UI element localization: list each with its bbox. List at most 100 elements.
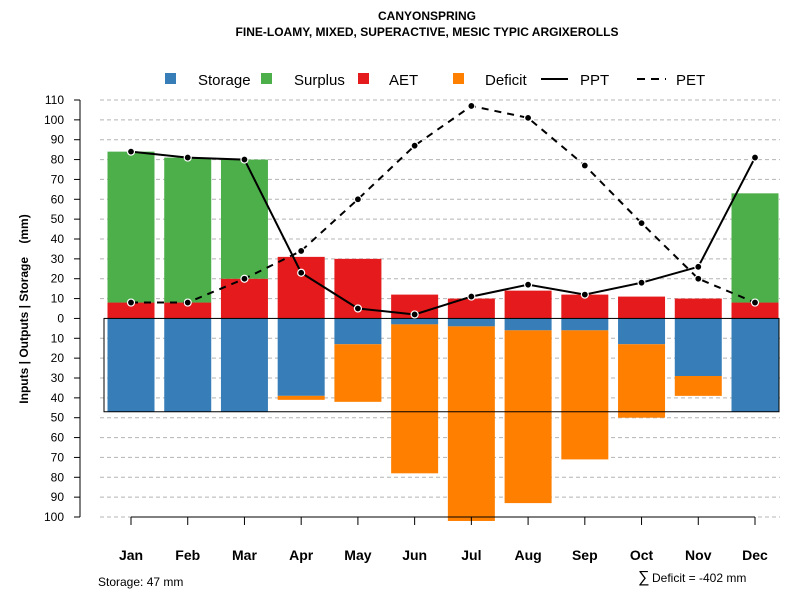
y-tick-label: 80 bbox=[51, 470, 65, 484]
x-tick-label: Jul bbox=[461, 547, 481, 563]
storage-bar bbox=[731, 318, 779, 412]
y-tick-label: 10 bbox=[51, 331, 65, 345]
y-tick-label: 90 bbox=[51, 490, 65, 504]
legend-swatch-deficit bbox=[453, 73, 464, 84]
deficit-bar bbox=[561, 330, 609, 460]
surplus-bar bbox=[731, 193, 779, 303]
x-tick-label: Jun bbox=[402, 547, 427, 563]
legend-label-storage: Storage bbox=[198, 72, 251, 89]
deficit-bar bbox=[391, 324, 439, 474]
storage-capacity-box bbox=[103, 317, 780, 413]
pet-point bbox=[694, 274, 703, 283]
legend-label-ppt: PPT bbox=[580, 72, 609, 89]
deficit-bar bbox=[618, 344, 666, 418]
deficit-note: Deficit = -402 mm bbox=[652, 571, 746, 585]
storage-bar bbox=[334, 318, 382, 345]
pet-point bbox=[126, 298, 136, 307]
pet-line bbox=[131, 104, 756, 304]
aet-bar bbox=[447, 298, 495, 319]
x-tick-label: Sep bbox=[572, 547, 598, 563]
chart-title: CANYONSPRING bbox=[378, 9, 476, 23]
pet-point bbox=[353, 195, 363, 204]
legend-label-surplus: Surplus bbox=[294, 72, 345, 89]
surplus-bar bbox=[107, 151, 155, 303]
y-tick-label: 70 bbox=[51, 450, 65, 464]
deficit-bar bbox=[447, 326, 495, 521]
storage-bar bbox=[220, 318, 268, 412]
pet-point bbox=[467, 101, 476, 111]
pet-point bbox=[750, 298, 760, 307]
gridlines bbox=[100, 99, 780, 518]
sum-symbol: ∑ bbox=[638, 569, 649, 586]
y-tick-label: 60 bbox=[51, 431, 65, 445]
y-tick-label: 10 bbox=[51, 292, 65, 306]
x-tick-label: Aug bbox=[514, 547, 541, 563]
storage-bar bbox=[618, 318, 666, 345]
y-tick-label: 20 bbox=[51, 351, 65, 365]
chart-legend: Storage Surplus AET Deficit PPT PET bbox=[165, 72, 705, 89]
y-tick-label: 20 bbox=[51, 272, 65, 286]
y-axis: 1101009080706050403020100102030405060708… bbox=[44, 93, 81, 524]
chart-subtitle: FINE-LOAMY, MIXED, SUPERACTIVE, MESIC TY… bbox=[236, 25, 619, 39]
x-tick-label: Mar bbox=[232, 547, 257, 563]
ppt-point bbox=[523, 280, 533, 289]
storage-bar bbox=[277, 318, 325, 396]
y-tick-label: 0 bbox=[57, 311, 64, 325]
y-tick-label: 60 bbox=[51, 192, 65, 206]
storage-bar bbox=[561, 318, 609, 331]
y-tick-label: 50 bbox=[51, 411, 65, 425]
y-tick-label: 30 bbox=[51, 252, 65, 266]
y-tick-label: 30 bbox=[51, 371, 65, 385]
x-tick-label: Jan bbox=[119, 547, 143, 563]
legend-label-deficit: Deficit bbox=[485, 72, 528, 89]
storage-note: Storage: 47 mm bbox=[98, 575, 183, 589]
y-tick-label: 100 bbox=[44, 113, 64, 127]
x-tick-label: Feb bbox=[175, 547, 200, 563]
ppt-point bbox=[183, 153, 192, 162]
x-tick-label: May bbox=[344, 547, 371, 563]
ppt-point bbox=[467, 292, 476, 301]
legend-label-pet: PET bbox=[676, 72, 705, 89]
deficit-bar bbox=[334, 344, 382, 402]
legend-swatch-storage bbox=[165, 73, 176, 84]
x-tick-label: Dec bbox=[742, 547, 768, 563]
deficit-bar bbox=[504, 330, 552, 504]
aet-bar bbox=[504, 290, 552, 319]
aet-bar bbox=[164, 302, 212, 319]
ppt-point bbox=[750, 153, 760, 162]
y-tick-label: 80 bbox=[51, 153, 65, 167]
storage-bar bbox=[447, 318, 495, 327]
pet-point bbox=[240, 274, 249, 283]
aet-bar bbox=[220, 278, 268, 319]
aet-bar bbox=[107, 302, 155, 319]
y-tick-label: 110 bbox=[45, 93, 64, 107]
ppt-point bbox=[297, 268, 306, 277]
aet-bar bbox=[674, 298, 722, 319]
aet-bar bbox=[731, 302, 779, 319]
storage-bar bbox=[164, 318, 212, 412]
line-series bbox=[126, 101, 760, 319]
storage-bar bbox=[504, 318, 552, 331]
pet-point bbox=[410, 141, 419, 150]
x-axis: Jan Feb Mar Apr May Jun Jul Aug Sep Oct Nov Dec bbox=[119, 516, 768, 563]
legend-swatch-aet bbox=[358, 73, 369, 84]
y-tick-label: 100 bbox=[44, 510, 64, 524]
y-tick-label: 70 bbox=[51, 172, 65, 186]
y-tick-label: 40 bbox=[51, 391, 65, 405]
surplus-bar bbox=[164, 157, 212, 303]
pet-point bbox=[297, 246, 306, 256]
ppt-point bbox=[353, 304, 363, 313]
y-tick-label: 50 bbox=[51, 212, 65, 226]
pet-point bbox=[523, 113, 533, 122]
surplus-bar bbox=[220, 159, 268, 279]
y-tick-label: 90 bbox=[51, 133, 65, 147]
ppt-line bbox=[130, 150, 756, 316]
ppt-point bbox=[580, 290, 589, 299]
x-tick-label: Nov bbox=[685, 547, 712, 563]
x-tick-label: Apr bbox=[289, 547, 314, 563]
ppt-point bbox=[637, 278, 646, 287]
pet-point bbox=[183, 298, 192, 307]
legend-label-aet: AET bbox=[389, 72, 418, 89]
pet-point bbox=[580, 161, 589, 170]
